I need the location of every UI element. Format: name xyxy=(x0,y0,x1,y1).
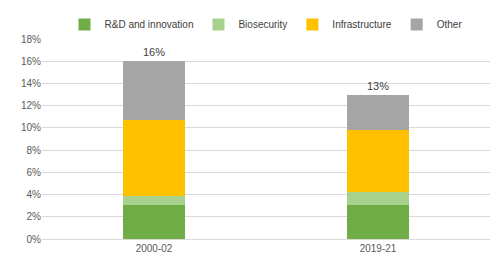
svg-text:2019-21: 2019-21 xyxy=(360,243,397,254)
svg-text:18%: 18% xyxy=(21,34,41,45)
svg-text:Other: Other xyxy=(437,19,463,30)
svg-text:R&D and innovation: R&D and innovation xyxy=(105,19,194,30)
svg-text:16%: 16% xyxy=(21,56,41,67)
svg-text:6%: 6% xyxy=(27,167,42,178)
svg-text:4%: 4% xyxy=(27,189,42,200)
svg-text:13%: 13% xyxy=(367,80,389,92)
svg-text:2%: 2% xyxy=(27,211,42,222)
svg-text:2000-02: 2000-02 xyxy=(136,243,173,254)
svg-text:Biosecurity: Biosecurity xyxy=(238,19,287,30)
svg-text:0%: 0% xyxy=(27,234,42,245)
svg-text:10%: 10% xyxy=(21,122,41,133)
svg-text:12%: 12% xyxy=(21,100,41,111)
svg-text:8%: 8% xyxy=(27,145,42,156)
svg-text:16%: 16% xyxy=(143,46,165,58)
svg-text:Infrastructure: Infrastructure xyxy=(332,19,391,30)
svg-text:14%: 14% xyxy=(21,78,41,89)
